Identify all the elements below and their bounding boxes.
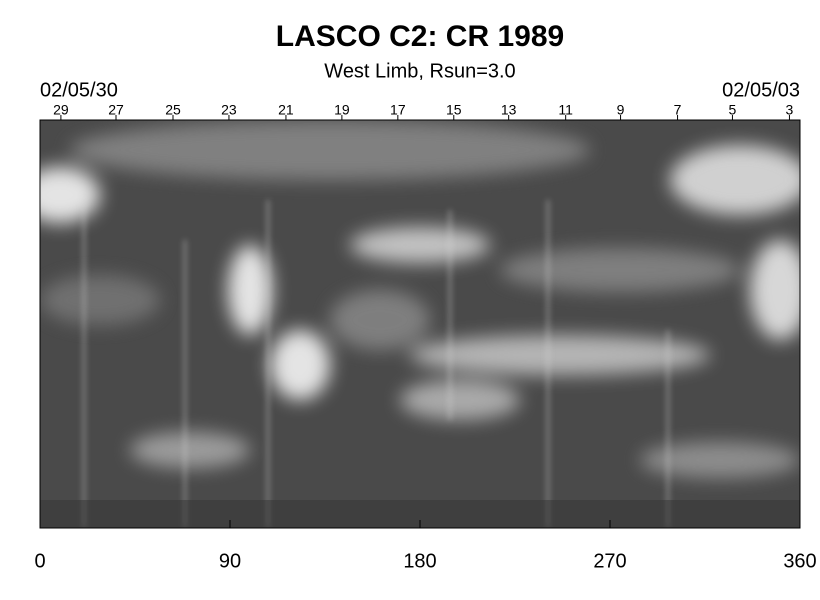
top-tick-label: 5 <box>729 102 737 118</box>
top-tick-label: 19 <box>334 102 350 118</box>
chart-title: LASCO C2: CR 1989 <box>276 20 564 53</box>
top-tick-label: 3 <box>786 102 794 118</box>
top-tick-label: 11 <box>558 102 573 118</box>
chart-subtitle: West Limb, Rsun=3.0 <box>324 60 515 82</box>
top-tick-label: 9 <box>617 102 625 118</box>
x-tick-label: 0 <box>34 550 45 572</box>
top-tick-label: 29 <box>53 102 69 118</box>
synoptic-image <box>40 120 800 528</box>
top-tick-label: 17 <box>390 102 406 118</box>
x-tick-label: 360 <box>783 550 816 572</box>
top-tick-label: 23 <box>221 102 237 118</box>
x-tick-label: 180 <box>403 550 436 572</box>
top-tick-label: 25 <box>165 102 181 118</box>
end-date: 02/05/03 <box>722 79 800 101</box>
x-tick-label: 90 <box>219 550 241 572</box>
top-tick-label: 15 <box>446 102 462 118</box>
x-tick-label: 270 <box>593 550 626 572</box>
top-tick-label: 27 <box>108 102 124 118</box>
top-tick-label: 7 <box>674 102 682 118</box>
start-date: 02/05/30 <box>40 79 118 101</box>
top-tick-label: 13 <box>501 102 517 118</box>
top-tick-label: 21 <box>278 102 294 118</box>
